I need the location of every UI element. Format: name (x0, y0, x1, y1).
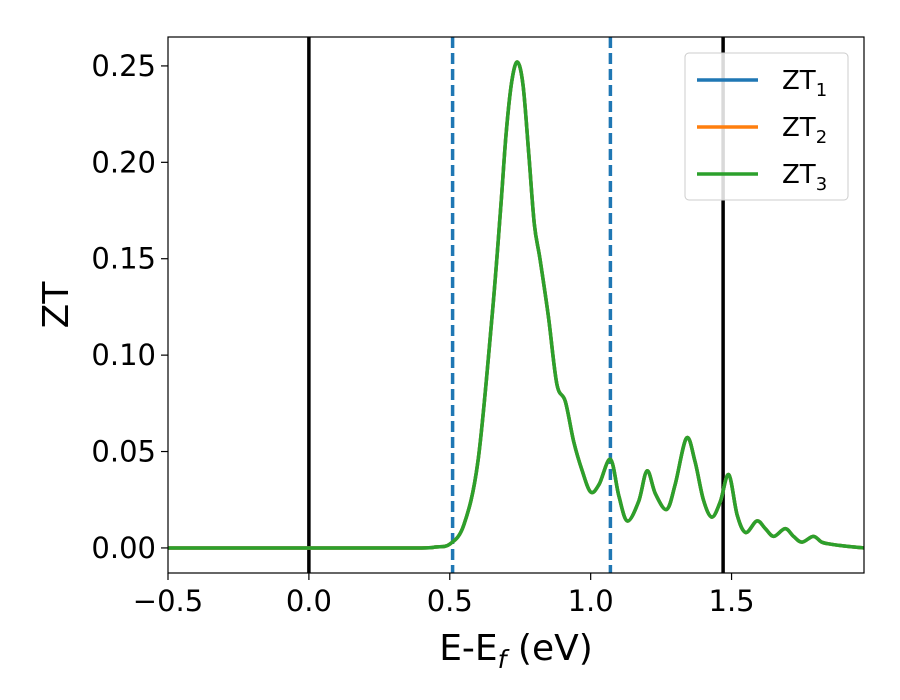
legend-label-zt3: ZT3 (782, 160, 827, 195)
plot-frame (167, 36, 865, 574)
y-tick-label: 0.25 (91, 49, 156, 83)
x-tick-label: 1.5 (709, 584, 755, 618)
reference-lines (307, 37, 725, 573)
series-line-zt3 (168, 60, 864, 550)
x-label-main: E-E (439, 628, 497, 669)
x-axis-label: E-Ef (eV) (439, 628, 593, 674)
y-tick-label: 0.15 (91, 242, 156, 276)
x-tick-label: −0.5 (133, 584, 203, 618)
x-tick-label: 1.0 (568, 584, 614, 618)
series-lines (168, 60, 864, 550)
y-tick-label: 0.05 (91, 435, 156, 469)
y-tick-label: 0.00 (91, 531, 156, 565)
x-axis-ticks: −0.5 0.0 0.5 1.0 1.5 (133, 573, 755, 618)
y-axis-label: ZT (36, 281, 77, 329)
legend-label-zt1: ZT1 (782, 66, 827, 101)
y-tick-label: 0.10 (91, 338, 156, 372)
legend-box (684, 52, 849, 201)
x-label-unit: (eV) (506, 628, 592, 669)
x-tick-label: 0.0 (286, 584, 332, 618)
y-axis-ticks: 0.00 0.05 0.10 0.15 0.20 0.25 (91, 49, 168, 565)
legend-label-zt2: ZT2 (782, 113, 827, 148)
legend: ZT1 ZT2 ZT3 (684, 52, 849, 201)
y-tick-label: 0.20 (91, 145, 156, 179)
x-tick-label: 0.5 (427, 584, 473, 618)
